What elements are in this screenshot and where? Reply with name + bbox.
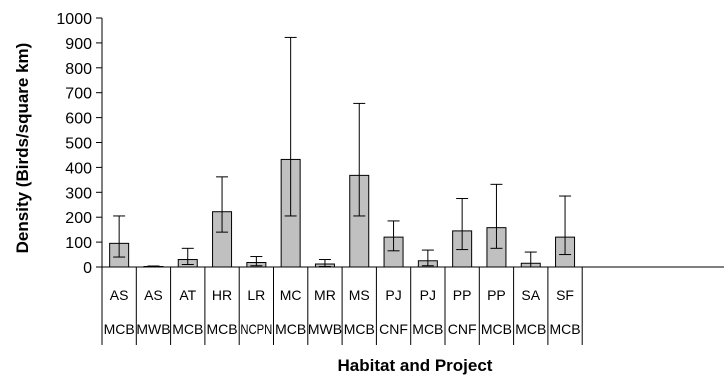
project-label: MCB bbox=[104, 321, 135, 337]
habitat-label: AS bbox=[144, 287, 163, 303]
habitat-label: SF bbox=[556, 287, 574, 303]
project-label: MCB bbox=[344, 321, 375, 337]
project-label: NCPN bbox=[240, 321, 272, 337]
project-label: CNF bbox=[379, 321, 408, 337]
y-tick-label: 400 bbox=[65, 160, 92, 177]
y-tick-label: 800 bbox=[65, 61, 92, 78]
y-tick-label: 100 bbox=[65, 235, 92, 252]
y-tick-label: 700 bbox=[65, 86, 92, 103]
y-axis-title: Density (Birds/square km) bbox=[13, 43, 32, 254]
habitat-label: SA bbox=[521, 287, 540, 303]
habitat-label: MC bbox=[280, 287, 302, 303]
x-axis-title: Habitat and Project bbox=[338, 356, 493, 375]
habitat-label: AT bbox=[179, 287, 196, 303]
habitat-label: LR bbox=[247, 287, 265, 303]
y-tick-label: 600 bbox=[65, 111, 92, 128]
project-label: MCB bbox=[206, 321, 237, 337]
y-tick-label: 200 bbox=[65, 210, 92, 227]
category-table: AS MCB AS MWB AT MCB HR MCB LR NCPN MC MCB MR MWB MS MC… bbox=[101, 267, 583, 345]
project-label: MCB bbox=[549, 321, 580, 337]
axes bbox=[101, 18, 724, 268]
habitat-label: PJ bbox=[420, 287, 436, 303]
habitat-label: MS bbox=[349, 287, 370, 303]
y-tick-label: 300 bbox=[65, 185, 92, 202]
y-tick-label: 0 bbox=[83, 260, 92, 277]
project-label: MWB bbox=[136, 321, 170, 337]
project-label: MCB bbox=[172, 321, 203, 337]
y-tick-label: 500 bbox=[65, 136, 92, 153]
y-tick-label: 900 bbox=[65, 36, 92, 53]
habitat-label: HR bbox=[212, 287, 232, 303]
y-tick-label: 1000 bbox=[56, 11, 92, 28]
project-label: MCB bbox=[481, 321, 512, 337]
habitat-label: MR bbox=[314, 287, 336, 303]
bars bbox=[109, 158, 576, 268]
habitat-label: PP bbox=[487, 287, 506, 303]
habitat-label: AS bbox=[110, 287, 129, 303]
habitat-label: PJ bbox=[385, 287, 401, 303]
project-label: MCB bbox=[275, 321, 306, 337]
habitat-label: PP bbox=[453, 287, 472, 303]
project-label: MCB bbox=[515, 321, 546, 337]
project-label: MCB bbox=[412, 321, 443, 337]
y-axis-ticks: 0 100 200 300 400 500 600 700 800 900 1000 bbox=[56, 11, 102, 277]
project-label: CNF bbox=[448, 321, 477, 337]
project-label: MWB bbox=[308, 321, 342, 337]
